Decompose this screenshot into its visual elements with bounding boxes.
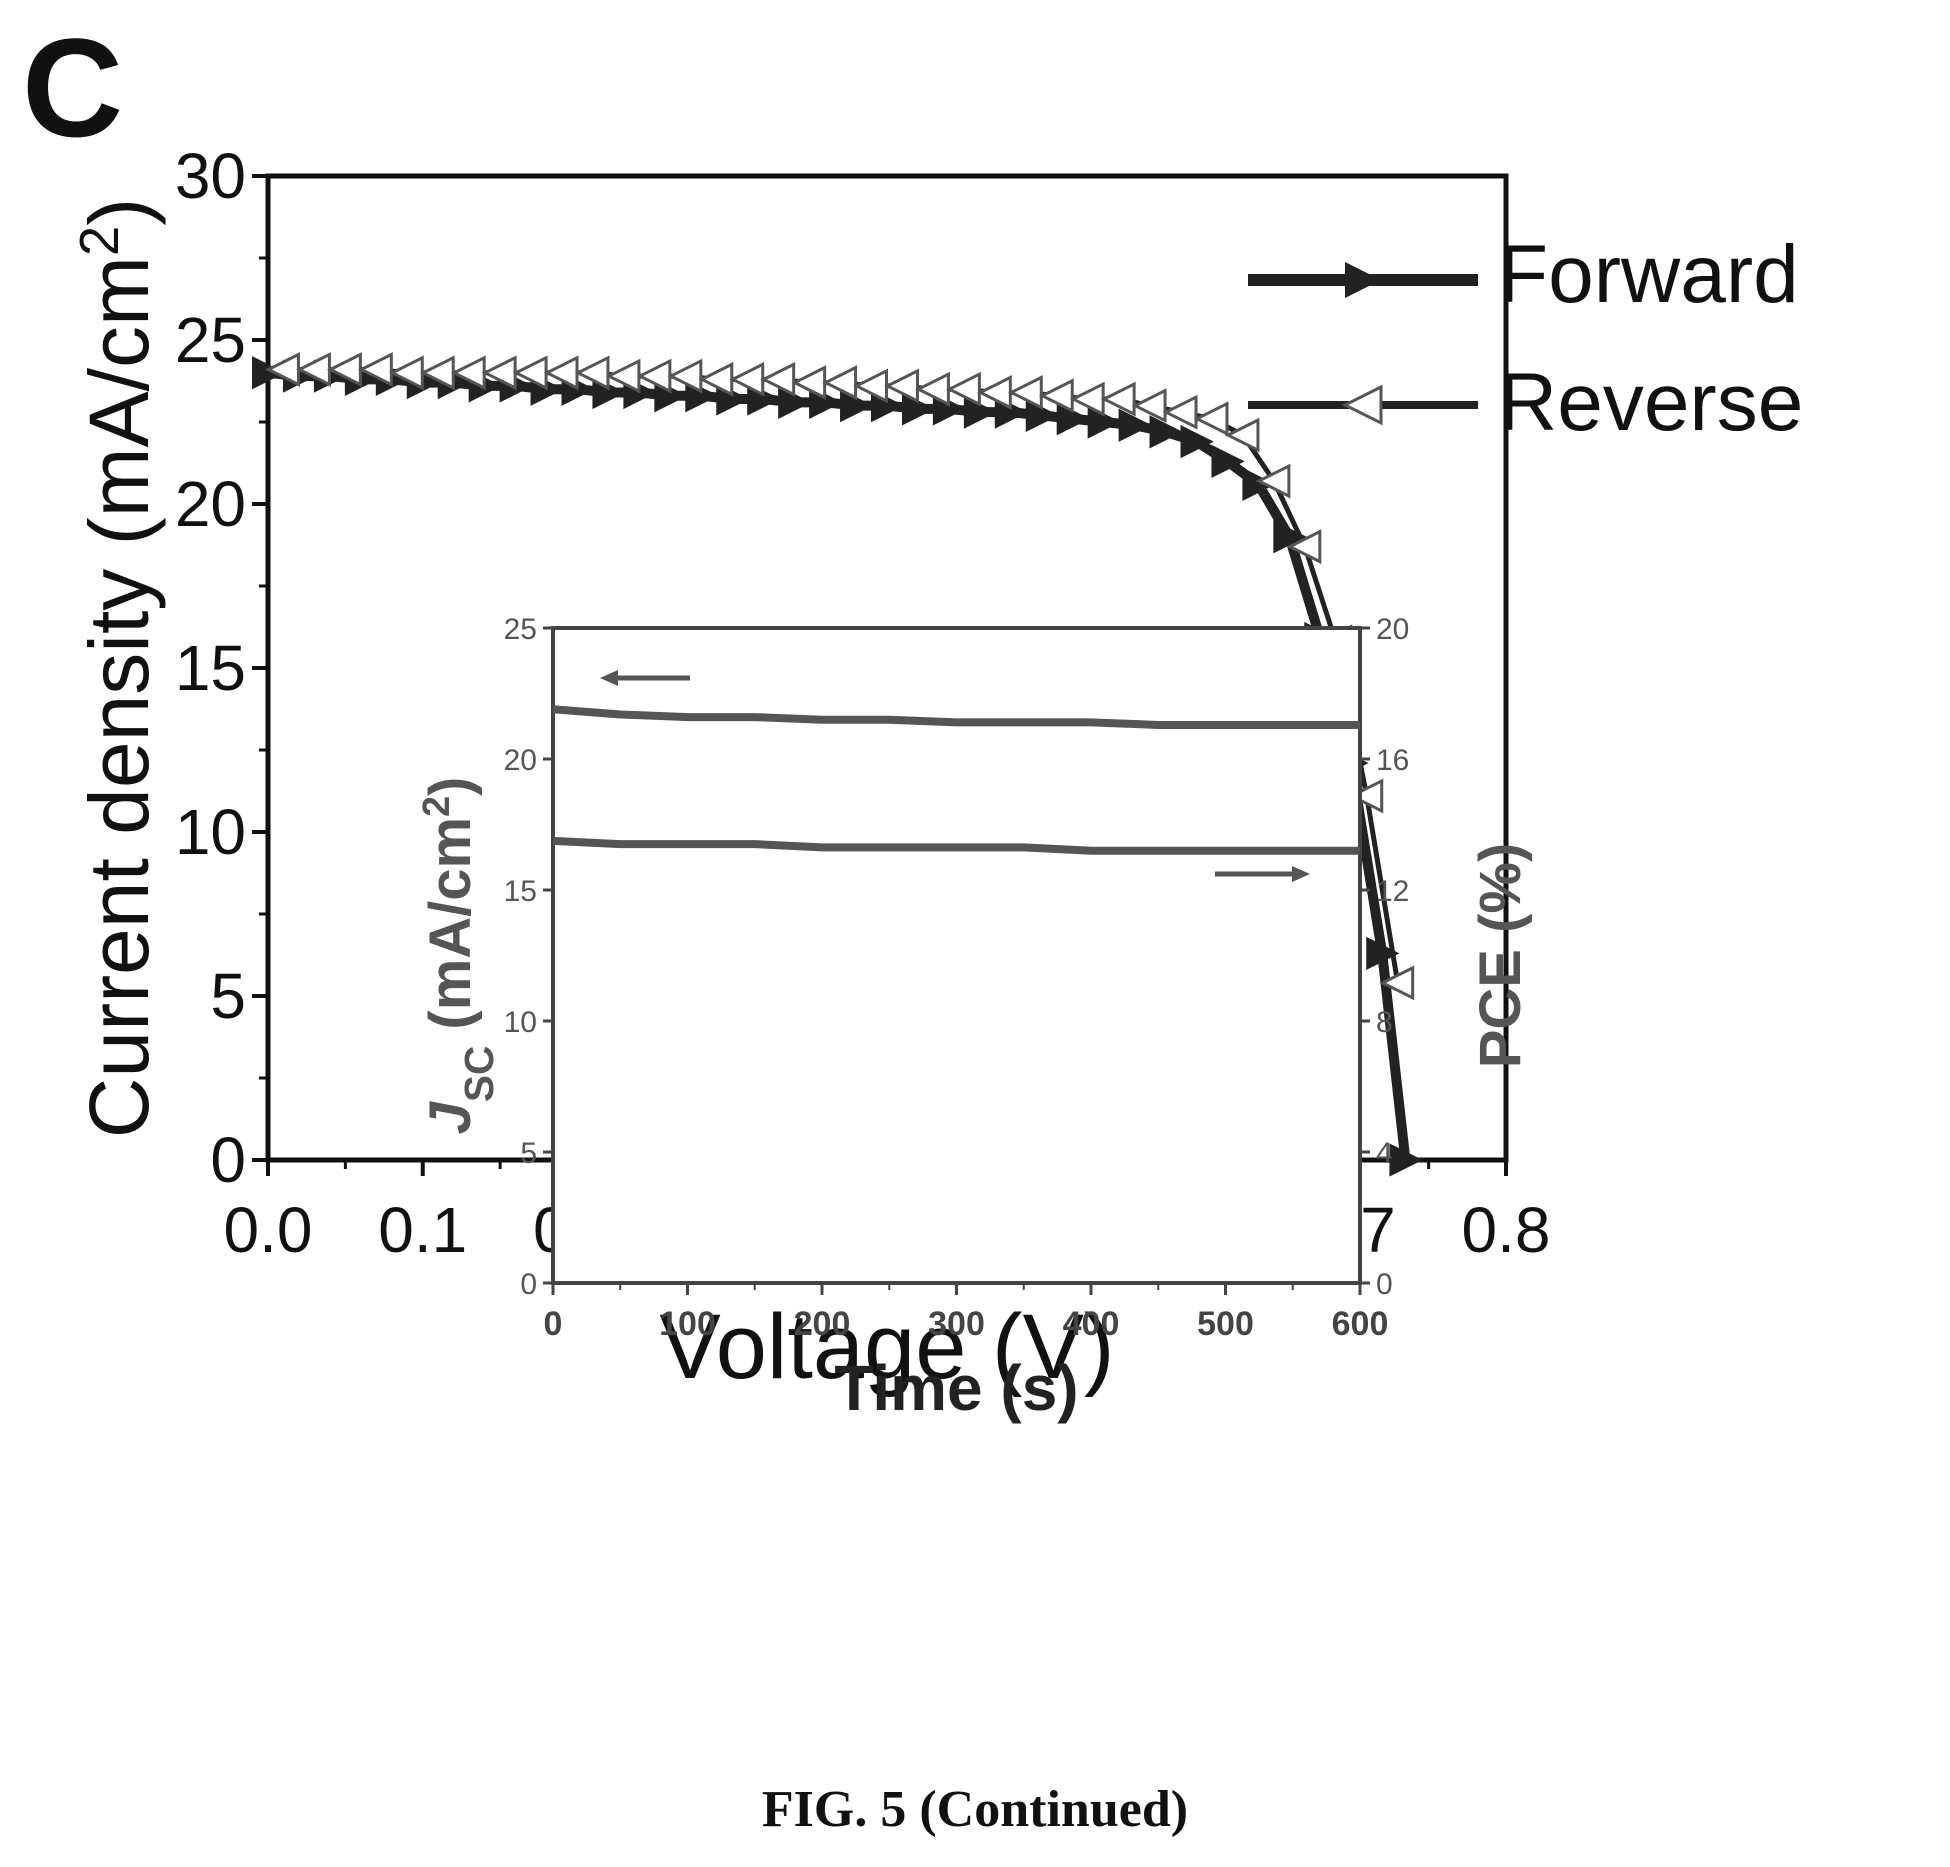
inset-left-y-tick-label: 25	[504, 613, 537, 646]
legend-reverse-marker	[1341, 384, 1383, 426]
reverse-data-point	[1379, 965, 1415, 1001]
reverse-data-point	[1224, 417, 1260, 453]
reverse-data-point	[1348, 778, 1384, 814]
main-y-tick-label: 5	[210, 960, 246, 1032]
reverse-data-point	[667, 358, 703, 394]
main-x-tick-label: 0.0	[224, 1194, 313, 1266]
reverse-data-point	[1100, 381, 1136, 417]
main-y-tick-label: 25	[175, 304, 246, 376]
reverse-data-point	[574, 355, 610, 391]
inset-plot-frame	[551, 626, 1362, 1285]
inset-right-y-tick-label: 8	[1376, 1006, 1393, 1039]
legend-forward-label: Forward	[1498, 229, 1799, 320]
inset-x-axis-label: Time (s)	[834, 1352, 1078, 1424]
inset-left-y-tick-label: 15	[504, 875, 537, 908]
forward-data-point	[1118, 408, 1152, 442]
inset-left-axis-arrowhead	[600, 670, 618, 686]
reverse-data-point	[884, 368, 919, 404]
inset-left-y-axis-label: JSC (mA/cm2)	[415, 777, 502, 1135]
inset-x-tick-label: 400	[1063, 1305, 1120, 1343]
main-x-tick-label: 0.1	[378, 1194, 467, 1266]
legend-forward-marker	[1345, 262, 1381, 298]
main-y-axis-label: Current density (mA/cm2)	[69, 198, 167, 1139]
inset-right-y-tick-label: 0	[1376, 1268, 1393, 1301]
reverse-data-point	[357, 352, 393, 387]
main-y-tick-label: 0	[210, 1124, 246, 1196]
inset-left-y-tick-label: 5	[520, 1137, 537, 1170]
main-y-tick-label: 15	[175, 632, 246, 704]
legend-reverse-label: Reverse	[1498, 357, 1803, 448]
forward-data-point	[1149, 415, 1183, 449]
inset-right-y-tick-label: 16	[1376, 744, 1409, 777]
inset-right-y-tick-label: 20	[1376, 613, 1409, 646]
inset-x-tick-label: 600	[1332, 1305, 1389, 1343]
main-y-tick-label: 30	[175, 140, 246, 212]
main-x-axis-label: Voltage (V)	[659, 1296, 1114, 1398]
inset-pce-series-line	[552, 836, 1360, 855]
main-y-tick-label: 20	[175, 468, 246, 540]
panel-label: C	[22, 9, 124, 166]
reverse-data-point	[1193, 401, 1229, 437]
reverse-data-point	[1007, 375, 1043, 410]
reverse-data-point	[946, 371, 981, 407]
inset-right-y-tick-label: 4	[1376, 1137, 1393, 1170]
forward-data-point	[252, 356, 286, 390]
forward-data-point	[1242, 467, 1276, 501]
inset-x-tick-label: 500	[1197, 1305, 1254, 1343]
inset-x-tick-label: 300	[928, 1305, 985, 1343]
inset-right-y-axis-label: PCE (%)	[1468, 843, 1533, 1069]
inset-left-y-tick-label: 20	[504, 744, 537, 777]
inset-jsc-series-line	[552, 705, 1360, 729]
reverse-data-point	[1255, 463, 1291, 499]
inset-right-y-tick-label: 12	[1376, 875, 1409, 908]
main-x-tick-label: 0.8	[1462, 1194, 1551, 1266]
forward-data-point	[1273, 520, 1307, 554]
inset-x-tick-label: 100	[659, 1305, 716, 1343]
forward-data-point	[1389, 1143, 1423, 1177]
reverse-data-point	[822, 365, 858, 401]
inset-x-tick-label: 0	[544, 1305, 563, 1343]
reverse-data-point	[1038, 378, 1074, 414]
forward-data-point	[1366, 936, 1400, 970]
figure-caption: FIG. 5 (Continued)	[761, 1781, 1189, 1838]
forward-data-point	[1211, 444, 1245, 478]
reverse-data-point	[1162, 394, 1198, 430]
inset-right-axis-arrowhead	[1292, 866, 1310, 882]
inset-x-tick-label: 200	[794, 1305, 851, 1343]
main-y-tick-label: 10	[175, 796, 246, 868]
reverse-data-point	[1286, 529, 1322, 565]
reverse-data-point	[760, 361, 796, 397]
reverse-data-point	[1131, 388, 1167, 424]
inset-left-y-tick-label: 10	[504, 1006, 537, 1039]
inset-left-y-tick-label: 0	[520, 1268, 537, 1301]
forward-data-point	[1180, 425, 1214, 459]
